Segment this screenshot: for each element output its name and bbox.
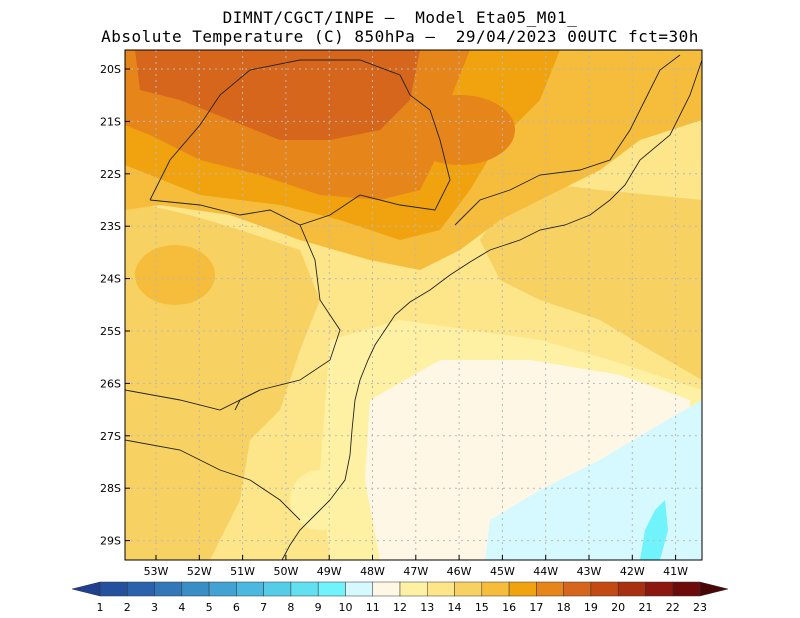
lat-tick-label: 29S [100,535,121,548]
lon-tick-label: 53W [144,565,169,578]
lon-tick-label: 48W [360,565,385,578]
colorbar-label: 4 [178,601,185,614]
lat-tick-label: 27S [100,430,121,443]
colorbar: 1 2 3 4 5 6 7 8 9 10 11 12 13 14 15 16 17 18 19 20 21 22 23 [71,581,729,614]
lat-tick-label: 22S [100,168,121,181]
colorbar-label: 9 [315,601,322,614]
colorbar-segment [481,581,510,597]
colorbar-segment [672,581,701,597]
field-t16-patch [135,245,215,305]
colorbar-label: 8 [287,601,294,614]
colorbar-label: 18 [557,601,571,614]
colorbar-label: 7 [260,601,267,614]
grid-lines [125,50,702,560]
colorbar-segment [590,581,619,597]
colorbar-arrow-low [71,581,101,597]
colorbar-segment [154,581,183,597]
state-border-sc-rs [125,439,301,521]
field-t11-area [485,400,702,560]
coastlines-and-borders [125,54,702,560]
lon-tick-label: 44W [533,565,558,578]
colorbar-label: 6 [233,601,240,614]
colorbar-segment [508,581,537,597]
colorbar-label: 23 [693,601,707,614]
state-border-mg-rj [454,54,681,226]
latitude-axis: 20S 21S 22S 23S 24S 25S 26S 27S 28S 29S [100,63,130,548]
colorbar-segment [427,581,455,597]
colorbar-label: 16 [502,601,516,614]
colorbar-label: 3 [151,601,158,614]
longitude-axis: 53W 52W 51W 50W 49W 48W 47W 46W 45W 44W 43W 42W 41W [144,555,688,578]
colorbar-segment [345,581,373,597]
colorbar-label: 11 [366,601,380,614]
lon-tick-label: 47W [403,565,428,578]
colorbar-segment [399,581,428,597]
field-t13-south-patch [290,470,350,530]
lon-tick-label: 42W [620,565,645,578]
colorbar-segment [99,581,128,597]
colorbar-segment [617,581,646,597]
state-border-sp-mg [149,59,451,226]
colorbar-label: 19 [584,601,598,614]
colorbar-label: 21 [638,601,652,614]
lat-tick-label: 25S [100,325,121,338]
field-t18-patch [405,95,515,165]
colorbar-label: 12 [393,601,407,614]
lon-tick-label: 52W [187,565,212,578]
colorbar-segment [208,581,237,597]
lon-tick-label: 43W [577,565,602,578]
colorbar-segment [181,581,210,597]
colorbar-label: 1 [97,601,104,614]
colorbar-label: 2 [124,601,131,614]
field-t15-east [480,180,702,380]
lon-tick-label: 45W [490,565,515,578]
coastline [281,59,702,560]
lat-tick-label: 28S [100,482,121,495]
colorbar-label: 13 [420,601,434,614]
colorbar-segment [236,581,264,597]
plot-frame [124,49,703,561]
lon-tick-label: 49W [317,565,342,578]
lon-tick-label: 41W [663,565,688,578]
colorbar-label: 22 [666,601,680,614]
lon-tick-label: 50W [273,565,298,578]
colorbar-segment [563,581,592,597]
colorbar-label: 17 [529,601,543,614]
colorbar-segment [454,581,483,597]
lat-tick-label: 26S [100,377,121,390]
lat-tick-label: 24S [100,273,121,286]
colorbar-label: 20 [611,601,625,614]
field-t10-streak [640,500,668,560]
lat-tick-label: 21S [100,115,121,128]
colorbar-segment [290,581,319,597]
colorbar-segment [263,581,292,597]
map-title-line-2: Absolute Temperature (C) 850hPa – 29/04/… [101,27,699,46]
colorbar-label: 5 [206,601,213,614]
colorbar-segment [372,581,401,597]
field-t19-north [135,50,420,140]
lon-tick-label: 51W [230,565,255,578]
colorbar-segment [127,581,155,597]
colorbar-segment [536,581,564,597]
colorbar-arrow-high [699,581,729,597]
lat-tick-label: 20S [100,63,121,76]
colorbar-label: 15 [475,601,489,614]
border-west [125,389,261,411]
map-title-line-1: DIMNT/CGCT/INPE – Model Eta05_M01_ [222,8,578,27]
lon-tick-label: 46W [447,565,472,578]
colorbar-label: 14 [448,601,462,614]
colorbar-segment [317,581,346,597]
colorbar-label: 10 [338,601,352,614]
temperature-field [125,50,702,560]
lat-tick-label: 23S [100,220,121,233]
colorbar-segment [645,581,673,597]
